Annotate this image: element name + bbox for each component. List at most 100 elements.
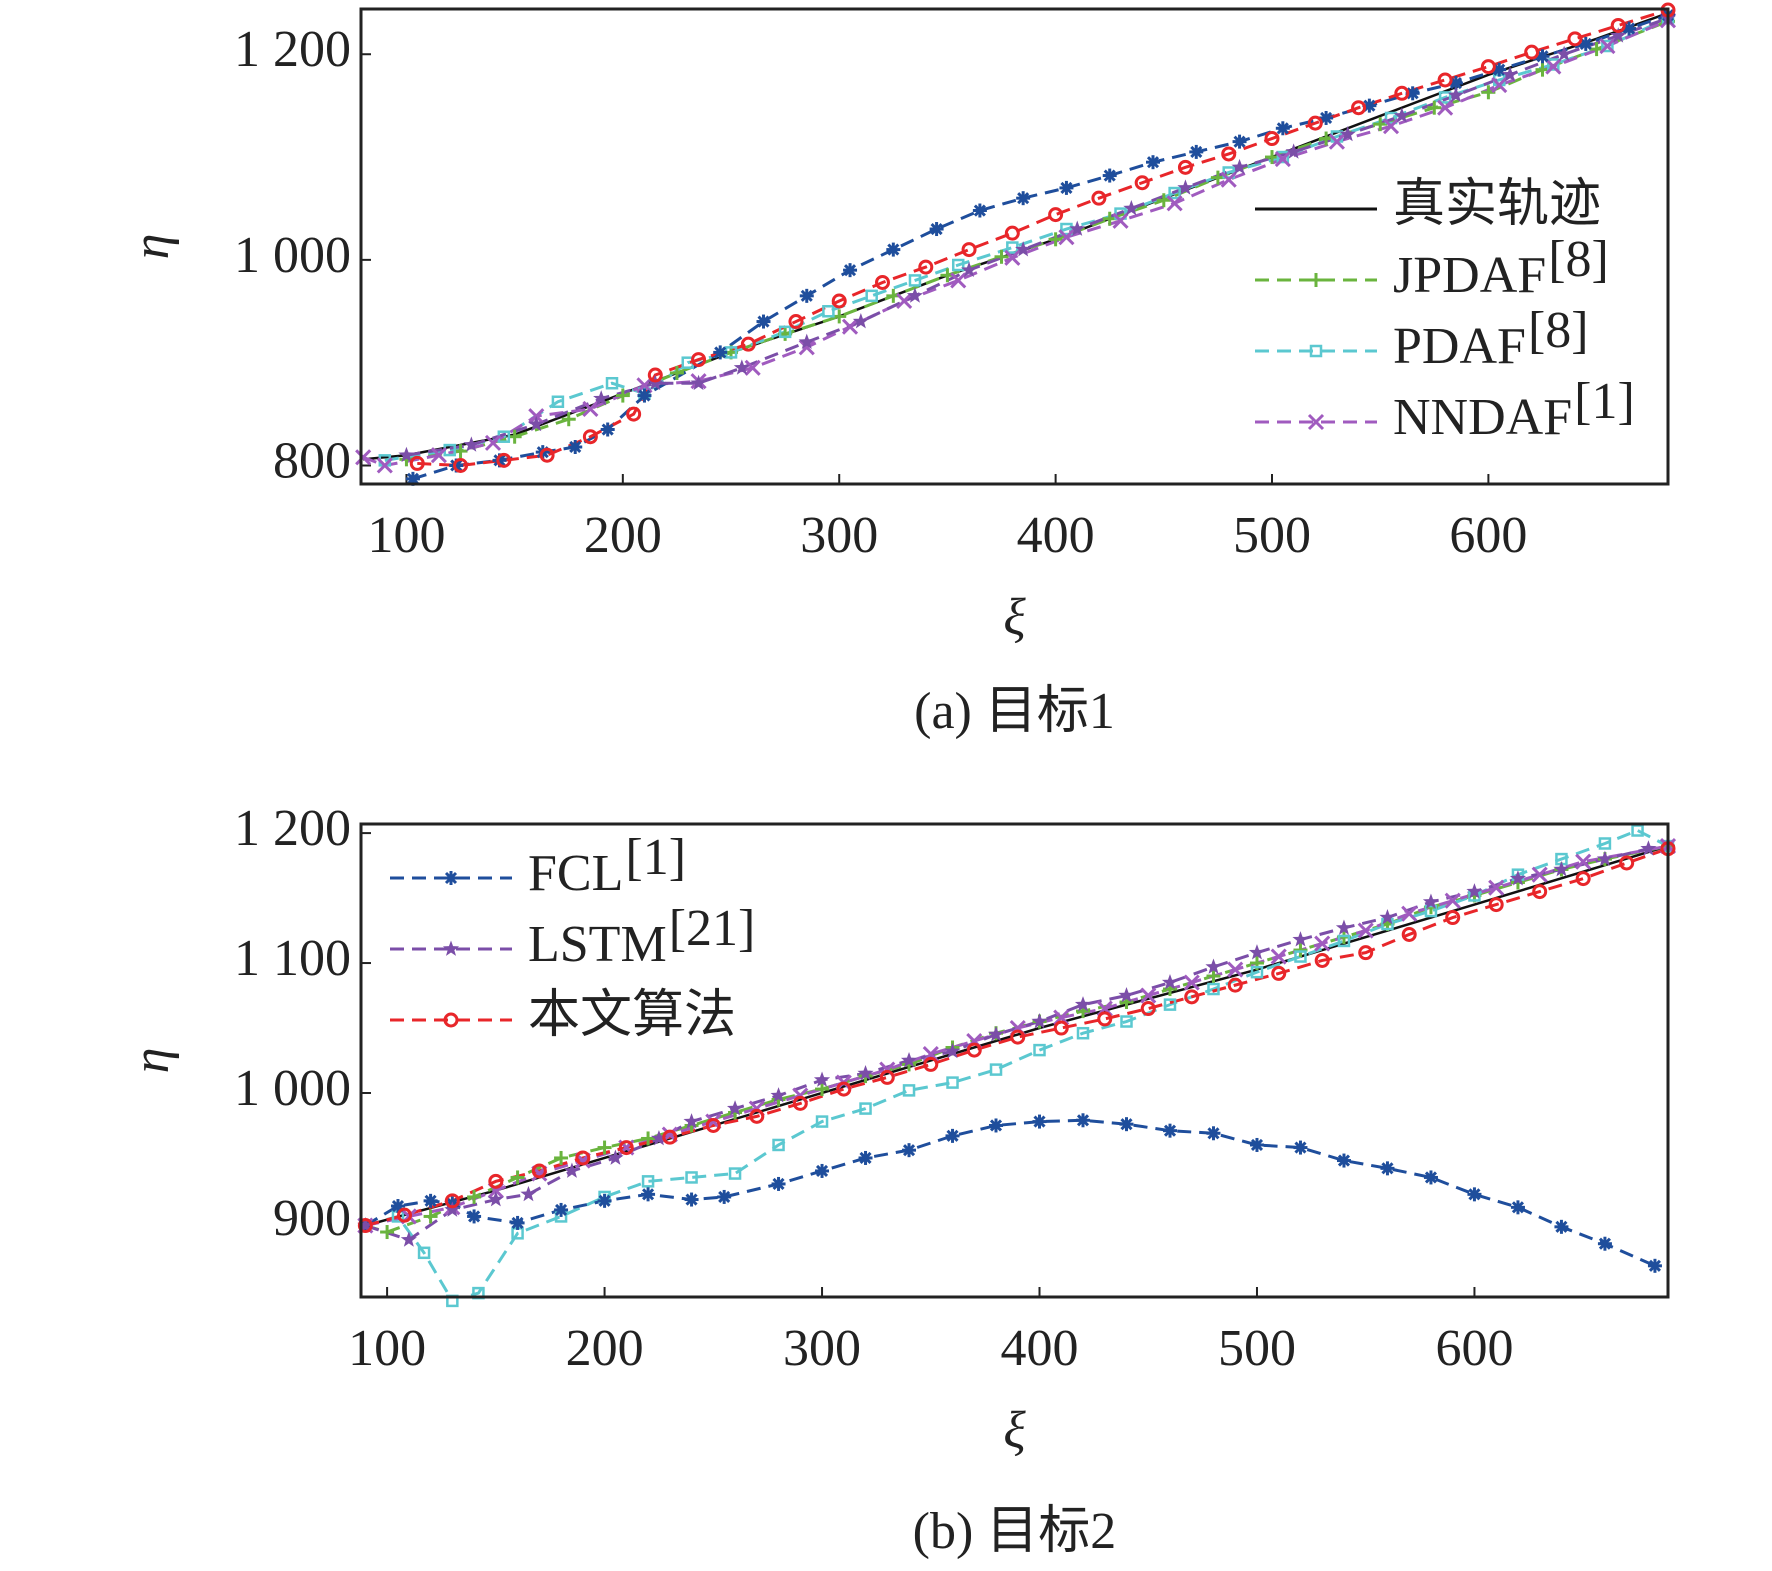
marker-shape — [944, 1042, 961, 1059]
marker-stroke — [1227, 961, 1244, 978]
marker — [1123, 199, 1140, 216]
marker-shape — [1285, 143, 1302, 159]
marker — [641, 1131, 656, 1146]
marker-shape — [1134, 175, 1150, 191]
marker-shape — [1276, 150, 1290, 164]
marker — [865, 289, 878, 303]
marker — [1060, 222, 1073, 236]
marker — [647, 367, 663, 383]
marker — [1307, 115, 1323, 131]
marker — [1447, 86, 1465, 103]
marker-stroke — [1120, 1118, 1133, 1131]
marker — [1554, 1219, 1569, 1234]
marker-shape — [1294, 950, 1307, 963]
marker — [400, 1231, 417, 1247]
marker-shape — [357, 1217, 374, 1233]
marker — [1221, 146, 1237, 162]
marker-shape — [1140, 1001, 1156, 1017]
marker — [597, 1193, 612, 1208]
marker — [405, 471, 420, 486]
marker — [561, 412, 576, 427]
x-tick-label: 100 — [367, 507, 445, 564]
marker — [1524, 44, 1540, 60]
marker — [1145, 155, 1160, 170]
marker-stroke — [555, 1203, 568, 1216]
marker-stroke — [902, 1144, 916, 1157]
marker-stroke — [450, 459, 463, 472]
marker — [1114, 207, 1127, 220]
marker — [1488, 879, 1505, 896]
series-line — [364, 1118, 1656, 1268]
marker-shape — [1069, 220, 1086, 236]
marker-shape — [1379, 909, 1396, 925]
marker-shape — [902, 1084, 916, 1097]
marker-stroke — [841, 318, 859, 335]
marker — [1016, 191, 1031, 206]
marker-stroke — [1328, 133, 1345, 150]
marker-shape — [1393, 107, 1410, 123]
marker-shape — [728, 1167, 742, 1180]
marker — [1480, 59, 1496, 75]
marker — [744, 359, 761, 376]
marker — [396, 1207, 412, 1223]
marker — [618, 1140, 634, 1156]
legend-label: LSTM — [528, 916, 667, 973]
marker-stroke — [1017, 192, 1030, 205]
marker — [1222, 166, 1235, 179]
marker-stroke — [896, 292, 913, 310]
marker-stroke — [1406, 87, 1419, 100]
marker-shape — [1610, 17, 1626, 33]
marker-shape — [662, 1129, 678, 1145]
marker-stroke — [1270, 948, 1287, 965]
marker — [1163, 998, 1177, 1011]
marker — [615, 388, 630, 403]
marker-shape — [1401, 926, 1417, 942]
marker — [1337, 934, 1351, 948]
marker-shape — [822, 305, 835, 318]
marker-shape — [1177, 159, 1193, 175]
marker — [1112, 212, 1129, 229]
marker — [1384, 111, 1398, 125]
marker-stroke — [642, 1188, 655, 1201]
marker — [1274, 151, 1291, 168]
marker — [1293, 1140, 1308, 1155]
marker-shape — [705, 1117, 721, 1133]
marker-shape — [690, 374, 707, 391]
marker — [1501, 66, 1519, 82]
marker-shape — [605, 376, 619, 390]
marker-shape — [1445, 910, 1461, 926]
marker — [815, 1115, 829, 1128]
marker — [1532, 884, 1548, 900]
marker-shape — [551, 395, 565, 408]
marker-stroke — [601, 423, 614, 436]
legend-label: FCL — [528, 845, 623, 902]
marker — [1004, 249, 1021, 266]
marker — [1231, 158, 1248, 175]
marker-shape — [1264, 131, 1280, 147]
marker — [1292, 931, 1309, 947]
marker — [691, 352, 707, 368]
marker — [1444, 892, 1461, 909]
marker-stroke — [930, 222, 943, 236]
marker-stroke — [468, 1210, 481, 1223]
marker — [1010, 1029, 1026, 1045]
marker — [1285, 143, 1302, 159]
marker-shape — [726, 1100, 744, 1116]
marker-shape — [650, 1129, 668, 1146]
marker — [1250, 965, 1264, 979]
marker-shape — [813, 1071, 831, 1087]
marker — [442, 940, 460, 956]
marker — [886, 242, 901, 257]
marker — [1393, 107, 1410, 123]
marker — [989, 1063, 1003, 1076]
marker — [1596, 850, 1614, 866]
marker — [1466, 883, 1483, 899]
marker-stroke — [973, 204, 986, 217]
marker — [906, 287, 924, 303]
marker-shape — [733, 359, 750, 375]
marker-stroke — [887, 243, 900, 256]
marker — [951, 258, 965, 272]
marker — [1227, 977, 1243, 993]
marker — [1545, 58, 1562, 75]
marker-stroke — [430, 447, 447, 464]
